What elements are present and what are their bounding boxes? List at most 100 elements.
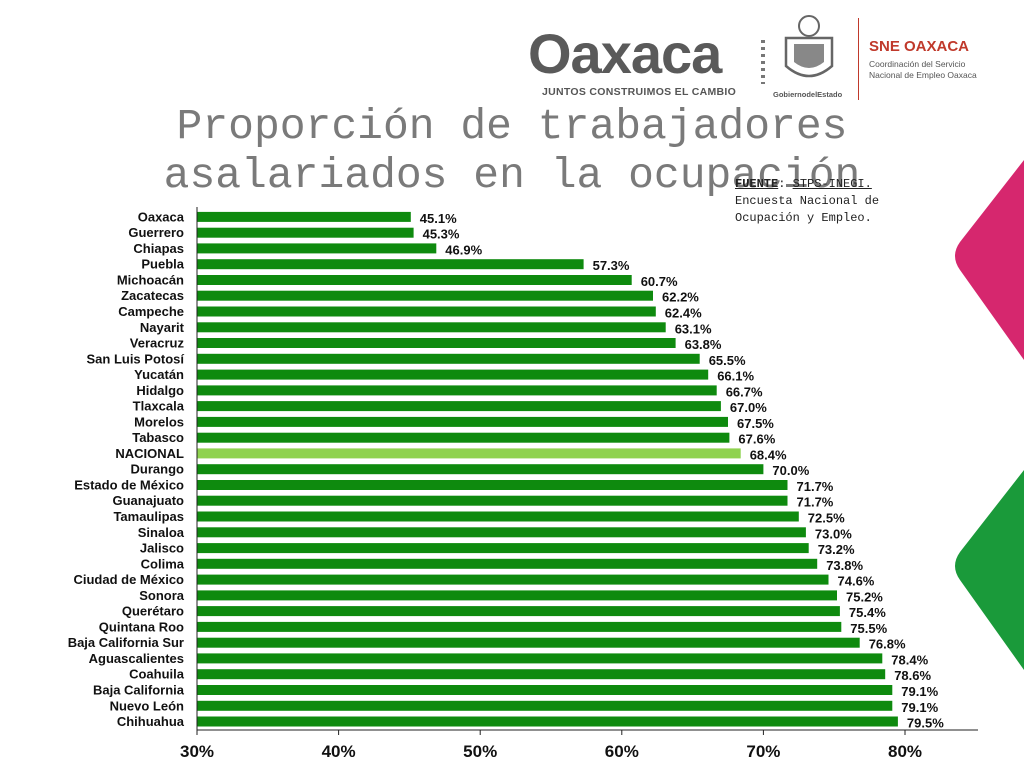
data-label: 75.5% xyxy=(850,621,887,636)
data-label: 70.0% xyxy=(772,463,809,478)
data-label: 45.1% xyxy=(420,211,457,226)
category-label: Coahuila xyxy=(129,667,185,682)
data-label: 71.7% xyxy=(797,495,834,510)
oaxaca-logo: Oaxaca xyxy=(528,26,722,82)
category-label: Aguascalientes xyxy=(89,651,184,666)
data-label: 63.8% xyxy=(685,337,722,352)
bar xyxy=(197,558,818,569)
category-label: Chihuahua xyxy=(117,714,185,729)
bar xyxy=(197,275,632,285)
bar xyxy=(197,685,893,695)
bar xyxy=(197,290,653,301)
data-label: 78.4% xyxy=(891,652,928,667)
header-logos: Oaxaca JUNTOS CONSTRUIMOS EL CAMBIO Gobi… xyxy=(528,8,978,100)
bar xyxy=(197,543,809,554)
data-label: 65.5% xyxy=(709,353,746,368)
category-label: Baja California Sur xyxy=(68,635,184,650)
x-tick-label: 80% xyxy=(888,742,922,761)
bar xyxy=(197,716,898,727)
x-tick-label: 30% xyxy=(180,742,214,761)
data-label: 67.6% xyxy=(738,432,775,447)
source-line-2: Encuesta Nacional de xyxy=(735,194,880,208)
seal-caption: GobiernodelEstado xyxy=(773,90,843,99)
data-label: 45.3% xyxy=(423,227,460,242)
data-label: 75.4% xyxy=(849,605,886,620)
bar xyxy=(197,432,730,443)
category-label: Guanajuato xyxy=(112,493,184,508)
title-line-2: asalariados en la ocupación xyxy=(163,151,861,200)
bar xyxy=(197,527,806,538)
pink-side-shape xyxy=(955,160,1024,360)
x-tick-label: 50% xyxy=(463,742,497,761)
bar xyxy=(197,211,411,222)
category-label: Baja California xyxy=(93,683,185,698)
bar xyxy=(197,259,584,270)
data-label: 79.5% xyxy=(907,716,944,731)
dotted-separator xyxy=(761,40,765,84)
data-label: 63.1% xyxy=(675,321,712,336)
sne-subtitle-line-2: Nacional de Empleo Oaxaca xyxy=(869,70,977,80)
category-label: Veracruz xyxy=(130,336,185,351)
bar xyxy=(197,306,656,317)
data-label: 67.0% xyxy=(730,400,767,415)
oaxaca-tagline: JUNTOS CONSTRUIMOS EL CAMBIO xyxy=(542,86,737,98)
data-label: 68.4% xyxy=(750,447,787,462)
data-label: 79.1% xyxy=(901,684,938,699)
category-label: Chiapas xyxy=(133,241,184,256)
data-label: 73.0% xyxy=(815,526,852,541)
category-label: Oaxaca xyxy=(138,209,185,224)
data-label: 60.7% xyxy=(641,274,678,289)
data-label: 73.2% xyxy=(818,542,855,557)
state-seal-icon xyxy=(784,15,834,78)
category-label: Zacatecas xyxy=(121,288,184,303)
bar xyxy=(197,700,893,711)
bar xyxy=(197,621,842,632)
bar xyxy=(197,653,883,664)
x-tick-label: 70% xyxy=(746,742,780,761)
bar xyxy=(197,590,837,601)
oaxaca-logo-text: Oaxaca xyxy=(528,22,722,85)
sne-title: SNE OAXACA xyxy=(869,38,970,55)
bar xyxy=(197,637,860,648)
category-label: Estado de México xyxy=(74,478,184,493)
sne-subtitle-line-1: Coordinación del Servicio xyxy=(869,59,966,69)
category-label: Tabasco xyxy=(132,430,184,445)
category-label: Guerrero xyxy=(128,225,184,240)
category-label: Quintana Roo xyxy=(99,619,184,634)
category-label: Tlaxcala xyxy=(133,399,185,414)
category-label: Tamaulipas xyxy=(113,509,184,524)
page-title: Proporción de trabajadores asalariados e… xyxy=(0,102,1024,200)
bar xyxy=(197,480,788,490)
bar xyxy=(197,401,721,412)
category-label: Jalisco xyxy=(140,541,184,556)
category-label: Ciudad de México xyxy=(73,572,184,587)
category-label: Morelos xyxy=(134,414,184,429)
data-label: 79.1% xyxy=(901,700,938,715)
x-tick-label: 60% xyxy=(605,742,639,761)
bar xyxy=(197,385,717,396)
source-note: FUENTE: STPS-INEGI. Encuesta Nacional de… xyxy=(735,177,880,225)
category-label: Yucatán xyxy=(134,367,184,382)
bar xyxy=(197,606,840,617)
category-label: Nuevo León xyxy=(110,698,184,713)
data-label: 72.5% xyxy=(808,511,845,526)
category-label: Puebla xyxy=(141,257,184,272)
bar xyxy=(197,416,728,427)
bar xyxy=(197,227,414,238)
bar xyxy=(197,574,829,585)
data-label: 74.6% xyxy=(838,574,875,589)
data-label: 71.7% xyxy=(797,479,834,494)
green-side-shape xyxy=(955,470,1024,670)
category-label: Durango xyxy=(131,462,185,477)
source-label: FUENTE xyxy=(735,177,779,191)
category-label: Campeche xyxy=(118,304,184,319)
category-label: Sinaloa xyxy=(138,525,185,540)
category-label: Nayarit xyxy=(140,320,185,335)
source-org: STPS-INEGI. xyxy=(792,177,872,191)
category-label: Sonora xyxy=(139,588,185,603)
bar xyxy=(197,669,886,680)
bar xyxy=(197,353,700,364)
data-label: 78.6% xyxy=(894,668,931,683)
category-label: Michoacán xyxy=(117,273,184,288)
bar xyxy=(197,338,676,348)
